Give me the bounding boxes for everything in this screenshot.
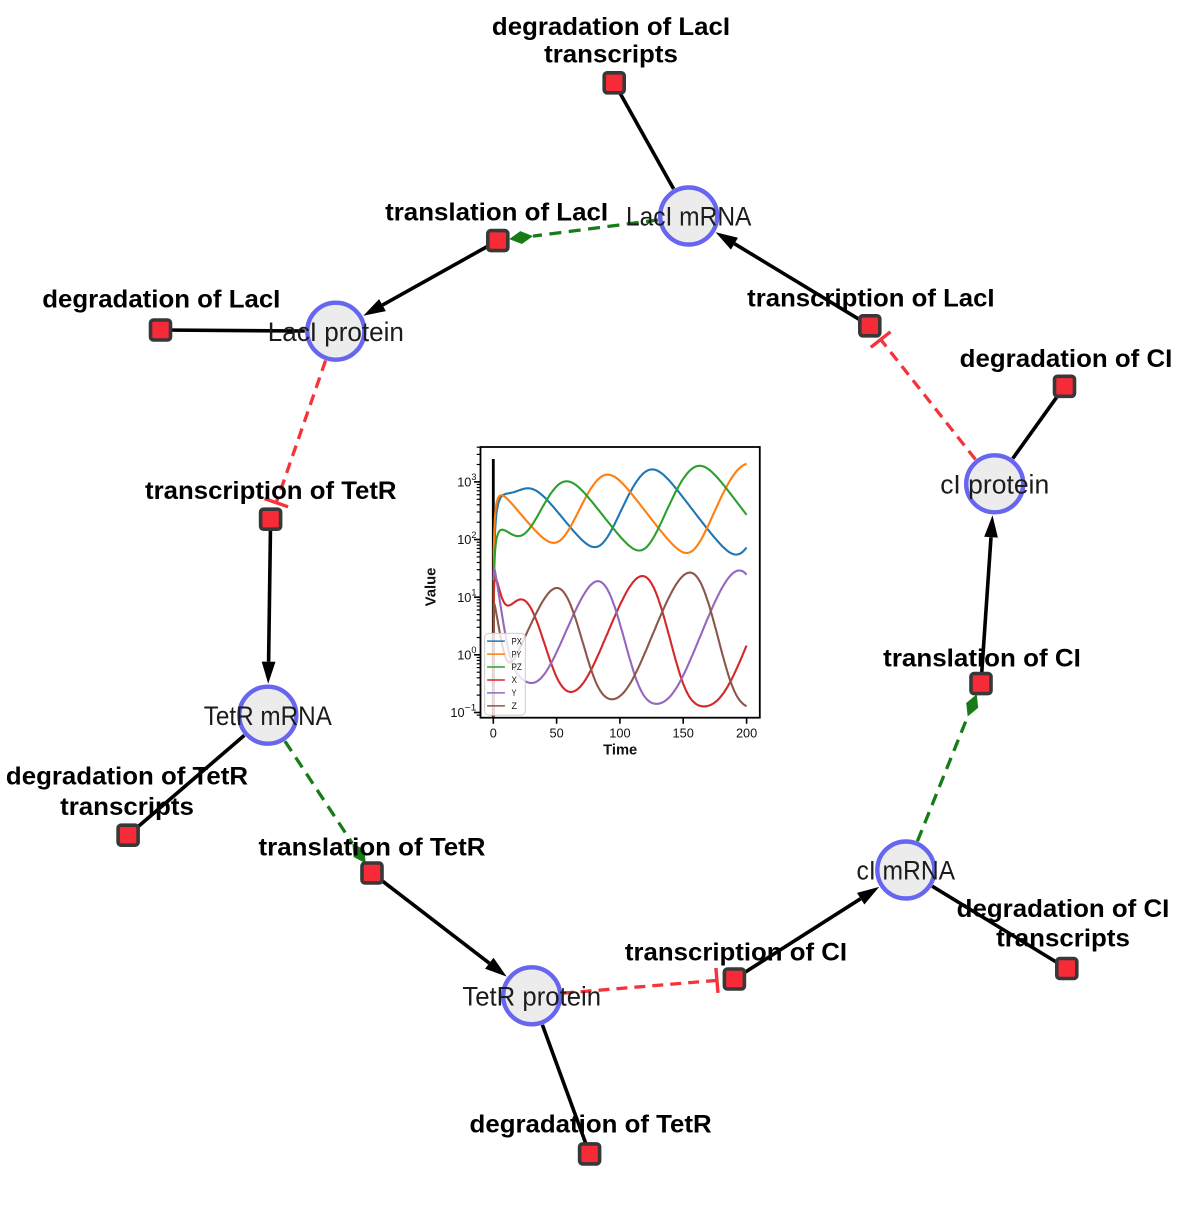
svg-text:Value: Value (424, 568, 440, 607)
svg-text:Time: Time (603, 743, 637, 759)
svg-text:10: 10 (457, 648, 471, 663)
svg-text:PZ: PZ (512, 662, 523, 673)
svg-text:translation of CI: translation of CI (883, 645, 1081, 673)
svg-text:TetR mRNA: TetR mRNA (204, 700, 333, 731)
svg-text:1: 1 (471, 587, 476, 598)
svg-text:0: 0 (471, 645, 476, 656)
svg-text:LacI mRNA: LacI mRNA (626, 201, 752, 232)
svg-text:−1: −1 (465, 703, 477, 714)
svg-text:degradation of CI: degradation of CI (957, 895, 1170, 923)
svg-text:degradation of LacI: degradation of LacI (42, 286, 280, 314)
svg-text:transcription of LacI: transcription of LacI (747, 284, 994, 312)
svg-text:Y: Y (512, 688, 518, 699)
svg-text:TetR protein: TetR protein (462, 981, 601, 1012)
svg-text:degradation of LacI: degradation of LacI (492, 13, 730, 41)
svg-text:cI protein: cI protein (940, 469, 1049, 500)
svg-text:200: 200 (736, 725, 757, 740)
svg-text:PY: PY (512, 649, 522, 660)
svg-text:transcripts: transcripts (544, 41, 678, 69)
svg-text:translation of TetR: translation of TetR (259, 833, 486, 861)
svg-text:3: 3 (471, 472, 476, 483)
svg-text:transcripts: transcripts (996, 925, 1130, 953)
svg-text:10: 10 (457, 590, 471, 605)
svg-text:PX: PX (512, 636, 523, 647)
svg-text:transcription of TetR: transcription of TetR (145, 477, 397, 505)
svg-text:50: 50 (550, 725, 564, 740)
svg-text:degradation of TetR: degradation of TetR (470, 1111, 712, 1139)
svg-text:Z: Z (512, 701, 518, 712)
svg-text:cI mRNA: cI mRNA (857, 855, 956, 886)
svg-text:2: 2 (471, 530, 476, 541)
svg-text:0: 0 (490, 725, 497, 740)
svg-text:10: 10 (457, 532, 471, 547)
svg-text:transcripts: transcripts (60, 793, 194, 821)
svg-text:100: 100 (609, 725, 630, 740)
svg-text:X: X (512, 675, 518, 686)
svg-text:transcription of CI: transcription of CI (625, 938, 847, 966)
svg-text:degradation of CI: degradation of CI (960, 345, 1173, 373)
svg-text:LacI protein: LacI protein (268, 316, 404, 347)
svg-text:10: 10 (450, 705, 464, 720)
svg-text:degradation of TetR: degradation of TetR (6, 763, 248, 791)
svg-text:10: 10 (457, 475, 471, 490)
svg-text:150: 150 (673, 725, 694, 740)
svg-text:translation of LacI: translation of LacI (385, 199, 608, 227)
